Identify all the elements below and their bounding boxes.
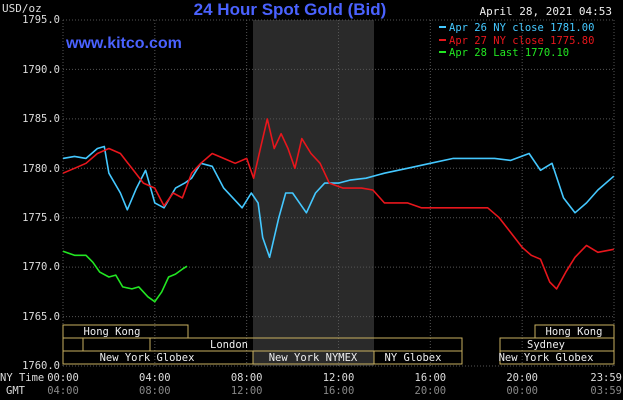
- session-label-london: London: [210, 339, 248, 351]
- session-label-new-york-globex: New York Globex: [100, 352, 195, 364]
- x-axis: NY Time GMT: [0, 372, 44, 397]
- x-tick-label-ny: 23:59: [590, 372, 622, 384]
- session-label-sydney: Sydney: [527, 339, 565, 351]
- y-tick-label: 1785.0: [22, 113, 60, 125]
- legend: Apr 26 NY close 1781.00 Apr 27 NY close …: [439, 22, 594, 59]
- kitco-watermark: www.kitco.com: [65, 35, 182, 52]
- grid-lines: [62, 19, 615, 367]
- session-label-new-york-nymex: New York NYMEX: [269, 352, 358, 364]
- y-tick-label: 1780.0: [22, 163, 60, 175]
- x-axis-label-gmt: GMT: [6, 385, 26, 397]
- x-tick-label-ny: 12:00: [323, 372, 355, 384]
- chart-timestamp: April 28, 2021 04:53: [480, 5, 612, 18]
- nymex-session-highlight: [253, 20, 374, 366]
- chart-title: 24 Hour Spot Gold (Bid): [194, 0, 387, 19]
- unit-label: USD/oz: [2, 2, 42, 15]
- legend-label-apr27: Apr 27 NY close 1775.80: [449, 35, 594, 47]
- y-tick-label: 1775.0: [22, 212, 60, 224]
- y-tick-label: 1795.0: [22, 14, 60, 26]
- series-line-1: [62, 118, 614, 290]
- session-box-hong-kong: [62, 324, 189, 339]
- market-sessions: Hong Kong London New York Globex New Yor…: [62, 324, 615, 365]
- y-axis: 1795.0 1790.0 1785.0 1780.0 1775.0 1770.…: [22, 14, 60, 372]
- session-box-hong-kong-2: [534, 324, 615, 339]
- session-label-new-york-globex-2: New York Globex: [499, 352, 594, 364]
- x-tick-label-ny: 20:00: [506, 372, 538, 384]
- x-tick-labels: 00:0004:0004:0008:0008:0012:0012:0016:00…: [47, 372, 622, 397]
- x-tick-label-gmt: 04:00: [47, 385, 79, 397]
- x-axis-label-ny: NY Time: [0, 372, 44, 384]
- x-tick-label-gmt: 20:00: [415, 385, 447, 397]
- x-tick-label-ny: 08:00: [231, 372, 263, 384]
- x-tick-label-gmt: 12:00: [231, 385, 263, 397]
- y-tick-label: 1765.0: [22, 311, 60, 323]
- y-tick-label: 1770.0: [22, 261, 60, 273]
- series-line-0: [62, 145, 615, 259]
- x-tick-label-gmt: 03:59: [590, 385, 622, 397]
- session-label-hong-kong: Hong Kong: [84, 326, 141, 338]
- session-box-new-york-globex-2: [499, 350, 615, 365]
- x-tick-label-gmt: 00:00: [506, 385, 538, 397]
- y-tick-label: 1790.0: [22, 64, 60, 76]
- y-tick-label: 1760.0: [22, 360, 60, 372]
- price-series: [62, 118, 615, 303]
- session-box-ny-globex: [373, 350, 463, 365]
- x-tick-label-ny: 16:00: [415, 372, 447, 384]
- legend-label-apr28: Apr 28 Last 1770.10: [449, 47, 569, 59]
- series-line-2: [62, 250, 188, 303]
- x-tick-label-ny: 00:00: [47, 372, 79, 384]
- legend-label-apr26: Apr 26 NY close 1781.00: [449, 22, 594, 34]
- x-tick-label-gmt: 08:00: [139, 385, 171, 397]
- x-tick-label-gmt: 16:00: [323, 385, 355, 397]
- session-label-ny-globex: NY Globex: [385, 352, 442, 364]
- x-tick-label-ny: 04:00: [139, 372, 171, 384]
- session-label-hong-kong-2: Hong Kong: [546, 326, 603, 338]
